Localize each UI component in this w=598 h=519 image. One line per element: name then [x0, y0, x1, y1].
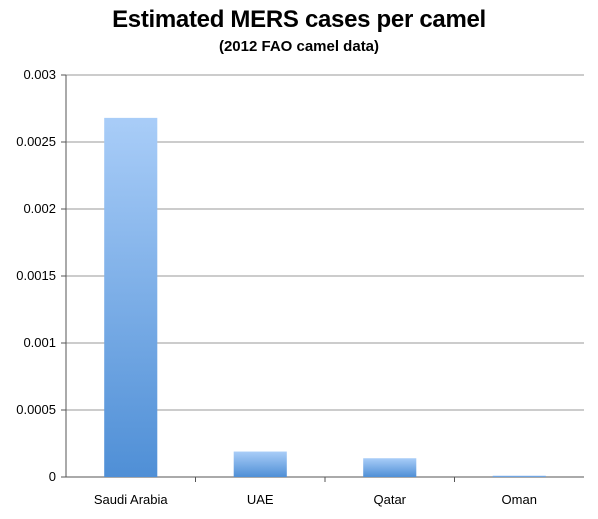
x-tick-label: Oman — [502, 492, 537, 507]
bar-qatar — [363, 458, 417, 477]
bar-uae — [233, 451, 287, 477]
bars — [104, 117, 546, 477]
y-tick-label: 0.0025 — [16, 134, 56, 149]
x-tick-label: UAE — [247, 492, 274, 507]
y-axis: 0 0.0005 0.001 0.0015 0.002 0.0025 0.003 — [16, 67, 56, 484]
y-tick-label: 0 — [49, 469, 56, 484]
bar-oman — [492, 475, 546, 477]
chart-title: Estimated MERS cases per camel — [112, 6, 486, 33]
x-tick-label: Qatar — [373, 492, 406, 507]
y-tick-label: 0.0005 — [16, 402, 56, 417]
x-tick-label: Saudi Arabia — [94, 492, 168, 507]
bar-saudi-arabia — [104, 117, 158, 477]
y-tick-label: 0.003 — [23, 67, 56, 82]
y-tick-label: 0.002 — [23, 201, 56, 216]
y-tick-label: 0.001 — [23, 335, 56, 350]
y-tick-label: 0.0015 — [16, 268, 56, 283]
chart-subtitle: (2012 FAO camel data) — [218, 38, 380, 55]
x-axis: Saudi Arabia UAE Qatar Oman — [94, 492, 537, 507]
